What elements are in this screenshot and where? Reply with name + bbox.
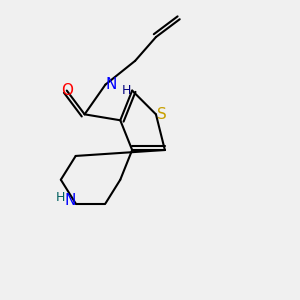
Text: H: H [56, 191, 65, 204]
Text: N: N [106, 77, 117, 92]
Text: O: O [61, 83, 73, 98]
Text: S: S [157, 107, 167, 122]
Text: H: H [122, 84, 131, 97]
Text: N: N [64, 193, 75, 208]
